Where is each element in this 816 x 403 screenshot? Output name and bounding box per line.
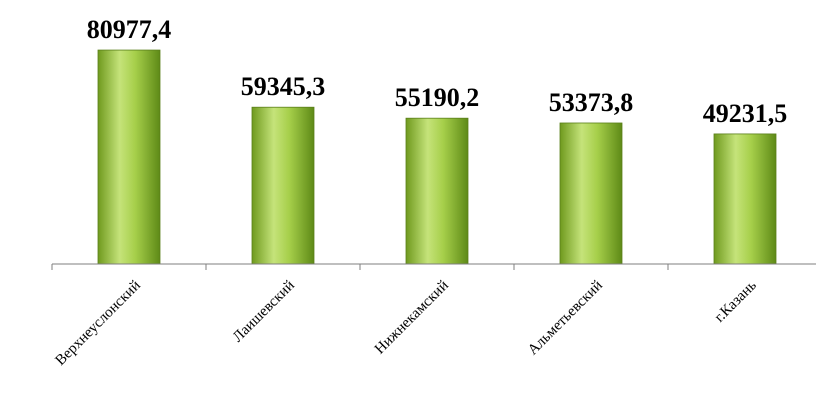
value-label-4: 53373,8 — [549, 88, 634, 117]
bar-2 — [251, 106, 315, 265]
value-label-3: 55190,2 — [395, 83, 480, 112]
bar-5 — [713, 133, 777, 265]
value-labels: 80977,4 59345,3 55190,2 53373,8 49231,5 — [87, 15, 788, 128]
category-label-3: Нижнекамский — [372, 278, 452, 358]
category-label-5: г.Казань — [712, 277, 760, 325]
x-axis-ticks — [51, 264, 669, 270]
bar-4 — [559, 122, 623, 265]
value-label-1: 80977,4 — [87, 15, 172, 44]
value-label-5: 49231,5 — [703, 99, 788, 128]
category-label-1: Верхнеуслонский — [53, 278, 144, 369]
bar-3 — [405, 117, 469, 265]
bar-1 — [97, 49, 161, 265]
bars-layer — [97, 49, 777, 265]
category-label-2: Лаишевский — [230, 278, 298, 346]
value-label-2: 59345,3 — [241, 72, 326, 101]
category-labels: Верхнеуслонский Лаишевский Нижнекамский Аль… — [53, 277, 760, 368]
category-label-4: Альметьевский — [525, 278, 606, 359]
